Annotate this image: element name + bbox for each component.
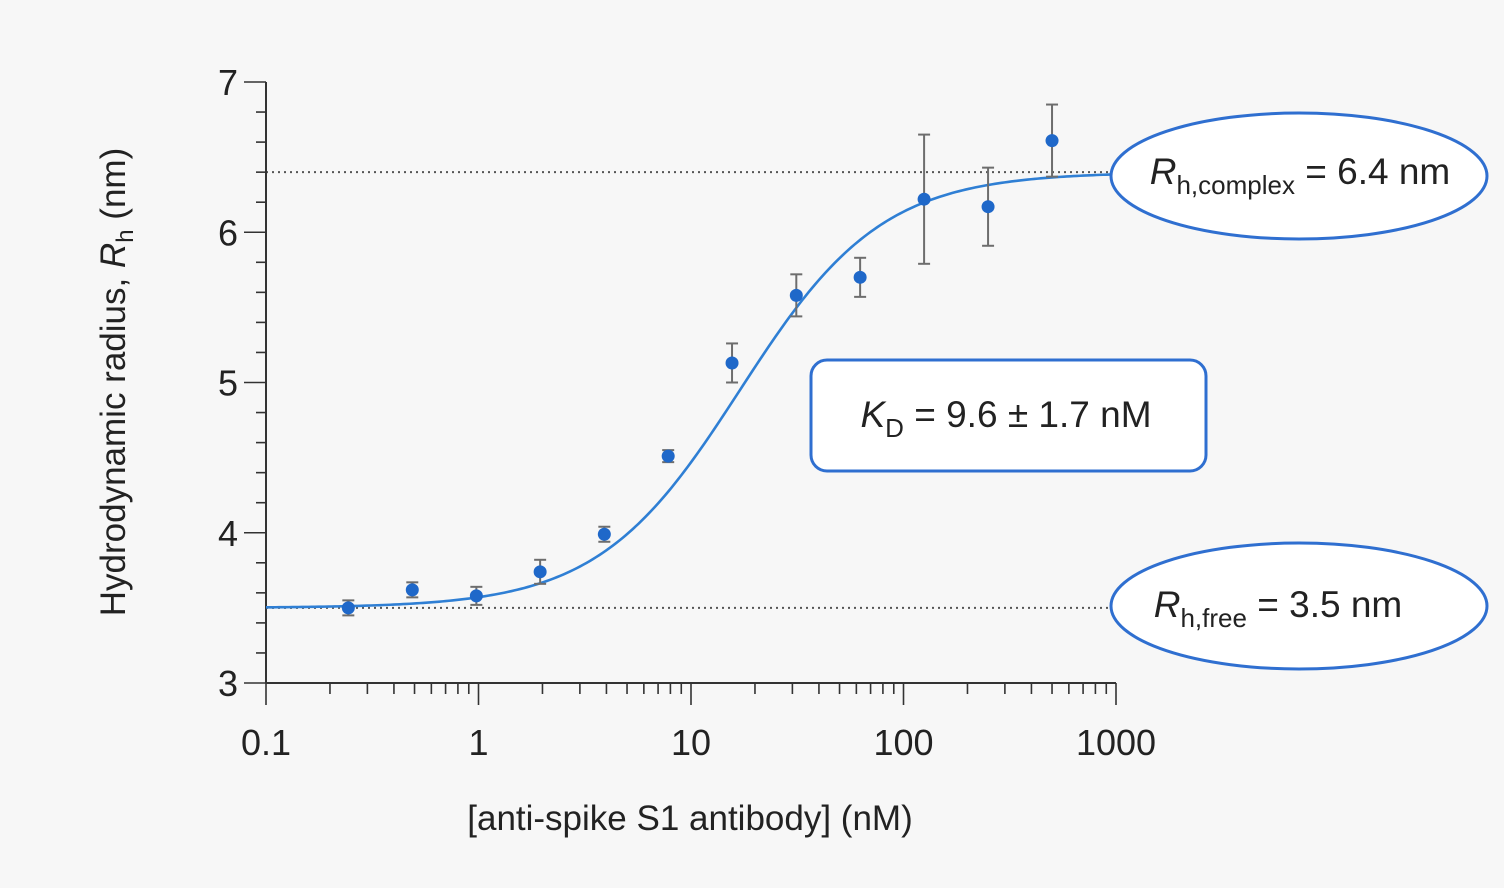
y-tick-label: 6 bbox=[218, 212, 238, 253]
annotation-free-text: Rh,free = 3.5 nm bbox=[1154, 584, 1403, 633]
annotation-free: Rh,free = 3.5 nm bbox=[1109, 541, 1489, 671]
y-axis-title: Hydrodynamic radius, Rh (nm) bbox=[94, 148, 139, 617]
data-point bbox=[917, 192, 931, 206]
annotation-kd-box bbox=[809, 358, 1208, 473]
x-tick-label: 1000 bbox=[1076, 722, 1156, 763]
annotation-complex: Rh,complex = 6.4 nm bbox=[1109, 111, 1489, 241]
data-point bbox=[725, 356, 739, 370]
annotation-kd-text: KD = 9.6 ± 1.7 nM bbox=[860, 394, 1151, 443]
data-point bbox=[533, 565, 547, 579]
data-point bbox=[981, 200, 995, 214]
annotation-complex-text: Rh,complex = 6.4 nm bbox=[1150, 151, 1451, 200]
data-point bbox=[469, 589, 483, 603]
y-axis-title-unit: (nm) bbox=[94, 148, 133, 220]
x-tick-label: 0.1 bbox=[241, 722, 291, 763]
y-axis-title-subscript: h bbox=[112, 229, 139, 242]
x-tick-label: 100 bbox=[873, 722, 933, 763]
annotation-complex-ellipse bbox=[1109, 111, 1489, 241]
fit-curve bbox=[265, 173, 1117, 609]
data-point bbox=[789, 288, 803, 302]
annotation-kd: KD = 9.6 ± 1.7 nM bbox=[809, 358, 1208, 473]
y-axis-title-prefix: Hydrodynamic radius, bbox=[94, 278, 133, 616]
y-tick-label: 4 bbox=[218, 513, 238, 554]
data-point bbox=[341, 601, 355, 615]
x-tick-label: 10 bbox=[671, 722, 711, 763]
x-tick-label: 1 bbox=[468, 722, 488, 763]
y-tick-label: 5 bbox=[218, 363, 238, 404]
y-tick-label: 7 bbox=[218, 62, 238, 103]
y-axis-title-symbol: R bbox=[94, 243, 133, 268]
ticks: 3 4 5 6 7 0.1 1 10 100 1000 bbox=[218, 62, 1156, 763]
y-tick-label: 3 bbox=[218, 663, 238, 704]
data-point bbox=[405, 583, 419, 597]
annotation-free-ellipse bbox=[1109, 541, 1489, 671]
data-points bbox=[341, 134, 1059, 615]
data-point bbox=[597, 527, 611, 541]
data-point bbox=[853, 270, 867, 284]
data-point bbox=[1045, 134, 1059, 148]
data-point bbox=[661, 449, 675, 463]
x-axis-title: [anti-spike S1 antibody] (nM) bbox=[467, 799, 912, 838]
